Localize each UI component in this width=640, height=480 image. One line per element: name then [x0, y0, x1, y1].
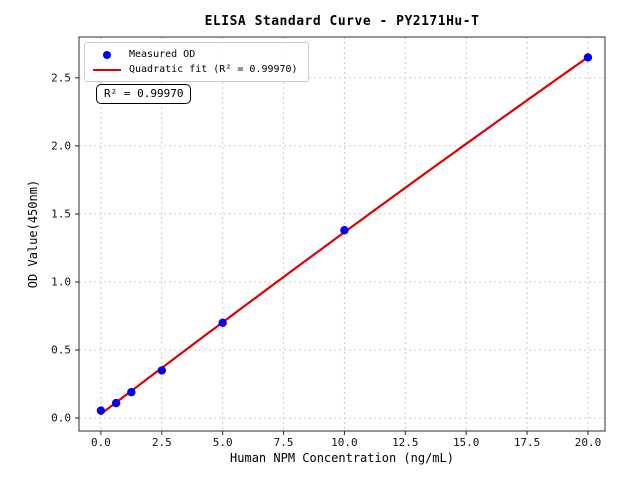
y-tick-label: 0.0	[51, 412, 71, 425]
x-tick-label: 10.0	[331, 436, 358, 449]
x-tick-label: 17.5	[514, 436, 541, 449]
legend-label: Measured OD	[129, 49, 196, 60]
data-point	[218, 318, 227, 328]
scatter-marker-icon	[103, 50, 111, 59]
data-point	[340, 226, 349, 235]
legend-item-quadratic-fit: Quadratic fit (R² = 0.99970)	[93, 62, 298, 77]
x-tick-label: 2.5	[152, 436, 172, 449]
x-tick-label: 15.0	[453, 436, 480, 449]
data-point	[127, 388, 136, 397]
x-tick-label: 7.5	[274, 436, 294, 449]
y-tick-label: 2.5	[51, 71, 71, 84]
x-tick-label: 0.0	[91, 436, 111, 449]
x-axis-label: Human NPM Concentration (ng/mL)	[230, 451, 454, 465]
data-point	[111, 398, 121, 408]
y-tick-label: 1.0	[51, 275, 71, 288]
legend-label: Quadratic fit (R² = 0.99970)	[129, 64, 298, 75]
data-point	[96, 406, 106, 415]
fit-line-icon	[93, 68, 121, 71]
y-tick-label: 0.5	[51, 344, 71, 357]
y-tick-label: 1.5	[51, 207, 71, 220]
axes-spines	[78, 36, 606, 432]
x-tick-label: 5.0	[213, 436, 233, 449]
data-point	[583, 53, 593, 62]
legend-item-measured-od: Measured OD	[93, 47, 298, 62]
quadratic-fit-line	[99, 56, 590, 416]
r-squared-annotation: R² = 0.99970	[96, 84, 192, 104]
x-tick-label: 20.0	[575, 436, 602, 449]
y-axis-label: OD Value(450nm)	[26, 179, 40, 289]
y-tick-label: 2.0	[51, 139, 71, 152]
chart-title: ELISA Standard Curve - PY2171Hu-T	[204, 14, 480, 29]
data-point	[157, 366, 166, 375]
x-tick-label: 12.5	[392, 436, 419, 449]
legend-swatch	[93, 50, 121, 59]
legend: Measured OD Quadratic fit (R² = 0.99970)	[84, 42, 309, 82]
legend-swatch	[93, 68, 121, 71]
